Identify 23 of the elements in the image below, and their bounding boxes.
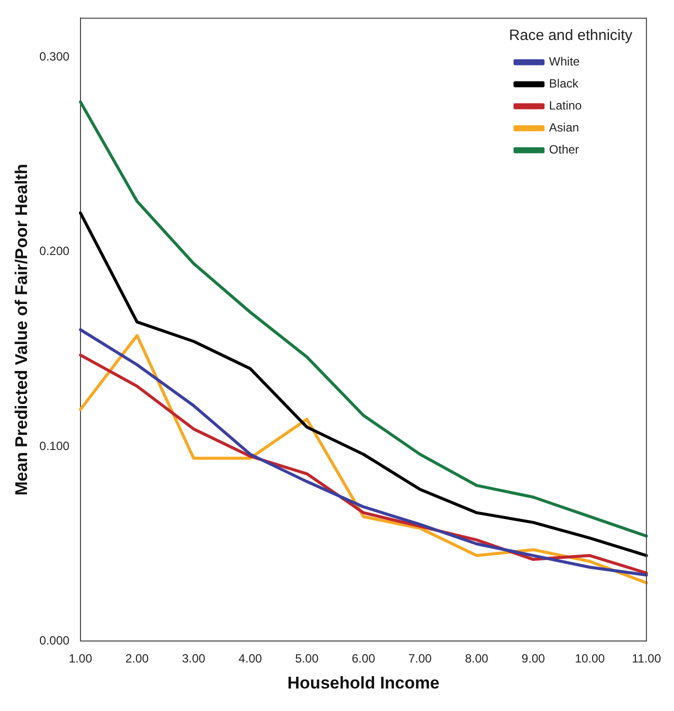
legend-label: Asian <box>549 120 580 135</box>
x-tick-label: 11.00 <box>632 652 662 666</box>
x-axis-title: Household Income <box>287 673 440 692</box>
legend-label: Other <box>549 142 580 157</box>
x-tick-label: 7.00 <box>408 652 432 666</box>
x-tick-label: 2.00 <box>125 652 150 666</box>
y-axis-title: Mean Predicted Value of Fair/Poor Health <box>12 164 31 496</box>
legend-label: Latino <box>549 98 582 113</box>
legend-label: Black <box>549 76 580 91</box>
y-tick-label: 0.000 <box>39 634 70 648</box>
y-tick-label: 0.200 <box>39 244 70 258</box>
x-tick-label: 10.00 <box>574 652 606 666</box>
x-tick-label: 6.00 <box>352 652 376 666</box>
x-tick-label: 4.00 <box>238 652 262 666</box>
x-tick-label: 1.00 <box>68 652 92 666</box>
x-tick-label: 3.00 <box>182 652 206 666</box>
x-tick-label: 8.00 <box>464 652 489 666</box>
legend-label: White <box>549 54 580 69</box>
x-tick-label: 9.00 <box>522 652 546 666</box>
x-tick-label: 5.00 <box>295 652 319 666</box>
y-tick-label: 0.100 <box>39 438 70 453</box>
legend-title: Race and ethnicity <box>509 26 633 44</box>
y-tick-label: 0.300 <box>39 49 70 64</box>
